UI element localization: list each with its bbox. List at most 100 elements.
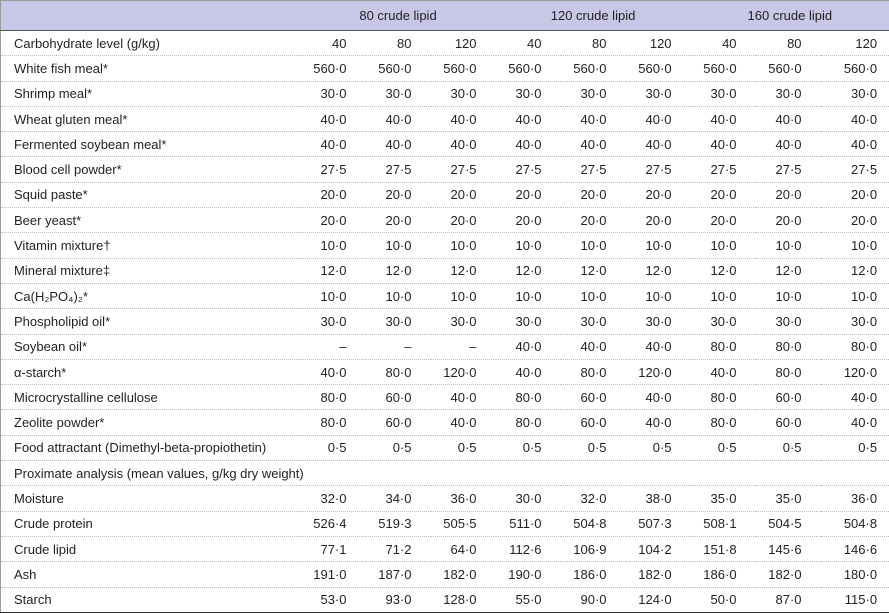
cell-value: 505·5 — [430, 511, 496, 537]
cell-value: 40·0 — [625, 334, 691, 360]
cell-value: 40·0 — [625, 106, 691, 133]
cell-value: 30·0 — [560, 308, 626, 335]
table-row: Vitamin mixture† 10·0 10·0 10·0 10·0 10·0 10·0… — [0, 232, 889, 259]
cell-value: 80 — [560, 30, 626, 57]
row-label: Shrimp meal* — [0, 81, 301, 107]
row-label: Crude protein — [0, 511, 301, 537]
cell-value: 20·0 — [690, 207, 756, 234]
cell-value: 0·5 — [560, 435, 626, 462]
cell-value: 30·0 — [690, 81, 756, 107]
cell-value: 560·0 — [300, 55, 366, 82]
cell-value: 30·0 — [365, 81, 431, 107]
cell-value: 120 — [430, 30, 496, 57]
cell-value: 507·3 — [625, 511, 691, 537]
cell-value: 560·0 — [430, 55, 496, 82]
cell-value: 40·0 — [495, 106, 561, 133]
cell-value: 20·0 — [625, 182, 691, 209]
cell-value: 106·9 — [560, 536, 626, 563]
cell-value: 0·5 — [690, 435, 756, 462]
cell-value: 40 — [300, 30, 366, 57]
cell-value: 10·0 — [560, 283, 626, 310]
cell-value: 120 — [820, 30, 889, 57]
cell-value: 60·0 — [560, 409, 626, 436]
table-row: Soybean oil* – – –40·0 40·0 40·0 80·0 80·0 80·0 — [0, 334, 889, 360]
cell-value: 511·0 — [495, 511, 561, 537]
table-row: α-starch* 40·0 80·0 120·0 40·0 80·0 120·0 40·0 8… — [0, 359, 889, 386]
cell-value: 36·0 — [430, 485, 496, 512]
cell-value: 30·0 — [430, 81, 496, 107]
cell-value: 12·0 — [560, 258, 626, 284]
cell-value: 10·0 — [690, 232, 756, 259]
cell-value: – — [430, 334, 496, 360]
cell-value: 40·0 — [365, 131, 431, 158]
group-header: 160 crude lipid — [690, 0, 889, 31]
cell-value: 30·0 — [430, 308, 496, 335]
cell-value: 40 — [690, 30, 756, 57]
table-row: Ash 191·0 187·0 182·0 190·0 186·0 182·0 186·0 18… — [0, 561, 889, 588]
table-row: Crude protein 526·4 519·3 505·5 511·0 504·8 50… — [0, 511, 889, 537]
row-label: White fish meal* — [0, 55, 301, 82]
cell-value: 560·0 — [690, 55, 756, 82]
cell-value: 60·0 — [365, 384, 431, 411]
cell-value: 40·0 — [560, 131, 626, 158]
cell-value: 10·0 — [365, 232, 431, 259]
cell-value: 40 — [495, 30, 561, 57]
cell-value: 30·0 — [755, 81, 821, 107]
cell-value: 30·0 — [820, 81, 889, 107]
cell-value: 20·0 — [300, 182, 366, 209]
cell-value: 519·3 — [365, 511, 431, 537]
cell-value: 80 — [755, 30, 821, 57]
cell-value: 120·0 — [820, 359, 889, 386]
cell-value: 32·0 — [300, 485, 366, 512]
table-row: Wheat gluten meal* 40·0 40·0 40·0 40·0 40·0 40… — [0, 106, 889, 133]
cell-value: 71·2 — [365, 536, 431, 563]
cell-value: 80·0 — [495, 409, 561, 436]
cell-value: 20·0 — [430, 207, 496, 234]
cell-value: 80·0 — [495, 384, 561, 411]
cell-value: 560·0 — [560, 55, 626, 82]
cell-value: 104·2 — [625, 536, 691, 563]
cell-value: 38·0 — [625, 485, 691, 512]
cell-value: 30·0 — [495, 308, 561, 335]
cell-value: 40·0 — [495, 334, 561, 360]
cell-value: – — [365, 334, 431, 360]
cell-value: 12·0 — [755, 258, 821, 284]
cell-value: 0·5 — [820, 435, 889, 462]
row-label: Squid paste* — [0, 182, 301, 209]
cell-value: 12·0 — [495, 258, 561, 284]
table-row: Beer yeast* 20·0 20·0 20·0 20·0 20·0 20·0 20·0 2… — [0, 207, 889, 234]
cell-value: 80·0 — [690, 409, 756, 436]
cell-value: 40·0 — [300, 106, 366, 133]
cell-value: 182·0 — [430, 561, 496, 588]
cell-value: 55·0 — [495, 587, 561, 613]
cell-value: 32·0 — [560, 485, 626, 512]
cell-value: 27·5 — [820, 156, 889, 183]
cell-value: 190·0 — [495, 561, 561, 588]
cell-value: 504·5 — [755, 511, 821, 537]
cell-value: 40·0 — [755, 106, 821, 133]
cell-value: 27·5 — [430, 156, 496, 183]
row-label: Wheat gluten meal* — [0, 106, 301, 133]
cell-value: 10·0 — [495, 232, 561, 259]
cell-value: 27·5 — [625, 156, 691, 183]
cell-value: 40·0 — [430, 106, 496, 133]
cell-value: 80·0 — [755, 334, 821, 360]
cell-value: 560·0 — [365, 55, 431, 82]
cell-value: 40·0 — [755, 131, 821, 158]
cell-value: 30·0 — [495, 485, 561, 512]
cell-value: 30·0 — [690, 308, 756, 335]
cell-value: 40·0 — [625, 409, 691, 436]
cell-value: 40·0 — [495, 131, 561, 158]
cell-value: 186·0 — [690, 561, 756, 588]
table-row: Fermented soybean meal* 40·0 40·0 40·0 40·0 4… — [0, 131, 889, 158]
cell-value: 30·0 — [365, 308, 431, 335]
cell-value: 40·0 — [300, 359, 366, 386]
group-header: 80 crude lipid — [300, 0, 496, 31]
table-row: Shrimp meal* 30·0 30·0 30·0 30·0 30·0 30·0 30·0… — [0, 81, 889, 107]
cell-value: 87·0 — [755, 587, 821, 613]
cell-value: 40·0 — [625, 131, 691, 158]
cell-value: 40·0 — [300, 131, 366, 158]
cell-value: 40·0 — [690, 106, 756, 133]
cell-value: 30·0 — [495, 81, 561, 107]
